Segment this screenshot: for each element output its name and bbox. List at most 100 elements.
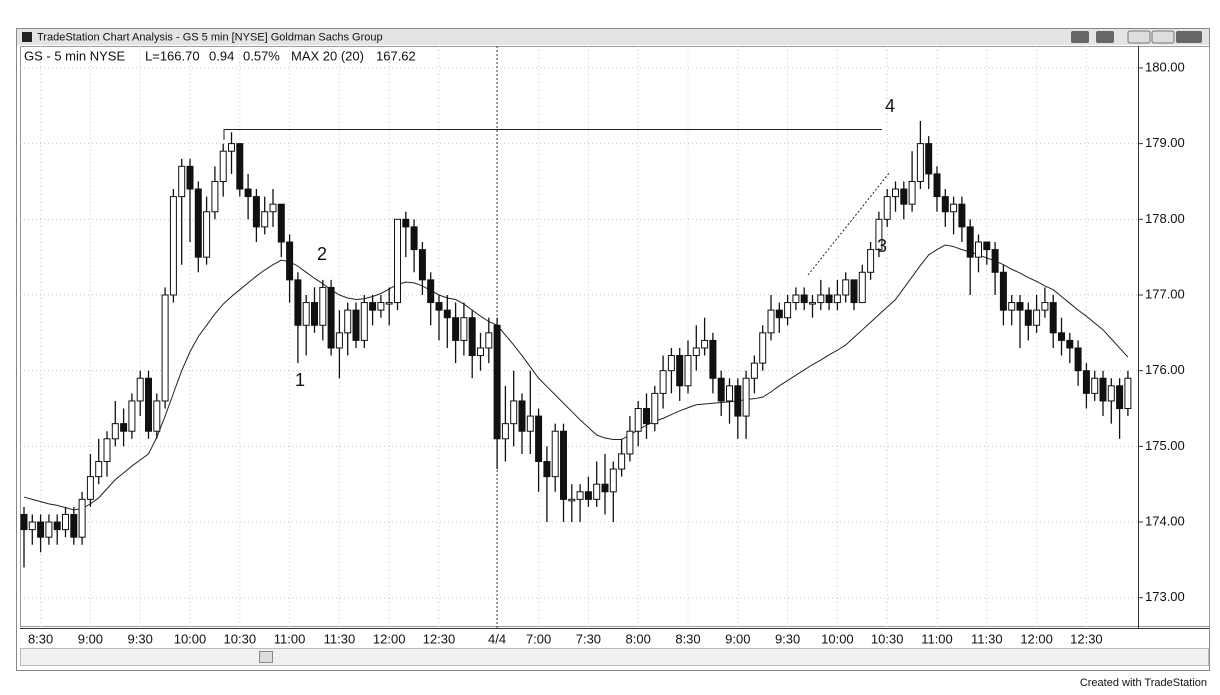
candle-body (560, 430, 567, 500)
x-tick-label: 9:00 (725, 631, 750, 646)
candle-body (1024, 309, 1032, 326)
candle-body (750, 362, 758, 379)
candle-body (692, 347, 700, 357)
candle-body (950, 203, 958, 213)
window-buttons[interactable] (1071, 30, 1202, 44)
candle-body (485, 332, 493, 349)
app-icon (22, 32, 32, 42)
candle-body (1016, 302, 1024, 311)
menu-button[interactable] (1071, 31, 1089, 43)
maximize-button[interactable] (1151, 30, 1175, 44)
candle-body (161, 294, 169, 402)
x-tick-label: 9:30 (128, 631, 153, 646)
candle-body (219, 150, 227, 182)
candle-body (178, 165, 186, 198)
annotation: 4 (885, 96, 895, 116)
title-bar (17, 29, 1209, 45)
annotation: 2 (317, 244, 327, 264)
candle-body (618, 453, 626, 470)
footer: Created with TradeStation (1080, 677, 1207, 689)
candle-body (111, 423, 119, 440)
trend-line (807, 171, 891, 276)
x-tick-label: 12:00 (1020, 631, 1053, 646)
x-tick-label: 12:30 (423, 631, 456, 646)
window-title: TradeStation Chart Analysis - GS 5 min [… (37, 31, 383, 43)
candle-body (194, 188, 202, 258)
candle-body (775, 309, 783, 319)
candle-body (103, 438, 111, 462)
candle-body (717, 377, 725, 402)
candle-body (1041, 302, 1049, 311)
candle-body (817, 294, 825, 304)
x-tick-label: 11:00 (921, 631, 953, 646)
candle-body (900, 188, 908, 205)
candle-body (394, 218, 401, 304)
candle-body (593, 483, 601, 500)
candle-body (933, 173, 941, 198)
moving-average (23, 244, 1129, 511)
candle-body (95, 460, 103, 478)
x-tick-label: 10:30 (871, 631, 904, 646)
indicator-value: 167.62 (376, 48, 416, 63)
candle-body (966, 226, 974, 258)
x-tick-label: 11:30 (324, 631, 356, 646)
y-tick-label: 180.00 (1145, 59, 1185, 74)
candle-body (584, 491, 592, 500)
x-tick-label: 4/4 (488, 631, 506, 646)
candle-body (908, 180, 916, 205)
candle-body (360, 302, 368, 341)
indicator-name: MAX 20 (20) (291, 48, 364, 63)
candle-body (468, 317, 476, 357)
candle-body (244, 188, 252, 198)
x-tick-label: 11:00 (274, 631, 306, 646)
candle-body (269, 203, 277, 213)
candle-body (28, 521, 36, 531)
x-tick-label: 9:30 (775, 631, 800, 646)
candle-body (169, 196, 177, 296)
candle-body (302, 302, 310, 326)
candle-body (477, 347, 484, 357)
candle-body (809, 302, 816, 305)
candle-body (676, 355, 684, 387)
y-tick-label: 178.00 (1145, 211, 1185, 226)
scroll-thumb[interactable] (259, 651, 273, 663)
scrollbar[interactable] (20, 648, 1209, 666)
candle-body (842, 279, 850, 296)
change-pct: 0.57% (243, 48, 280, 63)
annotation: 3 (877, 236, 887, 256)
candle-body (742, 377, 750, 417)
y-tick-label: 173.00 (1145, 589, 1185, 604)
y-tick-label: 177.00 (1145, 286, 1185, 301)
candle-body (925, 143, 933, 175)
x-tick-label: 11:30 (971, 631, 1003, 646)
candle-body (892, 188, 899, 198)
candle-body (667, 355, 675, 372)
x-tick-label: 10:30 (224, 631, 257, 646)
candle-body (120, 423, 128, 432)
candle-body (684, 355, 692, 387)
candle-body (37, 521, 45, 538)
candle-body (261, 211, 269, 228)
candle-body (145, 377, 152, 432)
x-tick-label: 7:30 (576, 631, 601, 646)
candle-body (78, 498, 86, 538)
candle-body (1033, 309, 1041, 326)
close-button[interactable] (1176, 31, 1202, 43)
menu-button[interactable] (1096, 31, 1114, 43)
trend-line (223, 129, 882, 140)
candle-body (975, 241, 982, 258)
y-tick-label: 176.00 (1145, 362, 1185, 377)
x-tick-label: 8:30 (28, 631, 53, 646)
candle-body (45, 521, 53, 538)
candle-body (883, 196, 891, 220)
candle-body (701, 339, 709, 349)
candle-body (418, 249, 426, 281)
candle-body (493, 324, 501, 440)
candle-body (709, 339, 717, 379)
candle-body (1099, 377, 1107, 402)
candle-body (352, 309, 360, 341)
candle-body (568, 498, 576, 502)
minimize-button[interactable] (1127, 30, 1151, 44)
candle-body (916, 143, 924, 182)
